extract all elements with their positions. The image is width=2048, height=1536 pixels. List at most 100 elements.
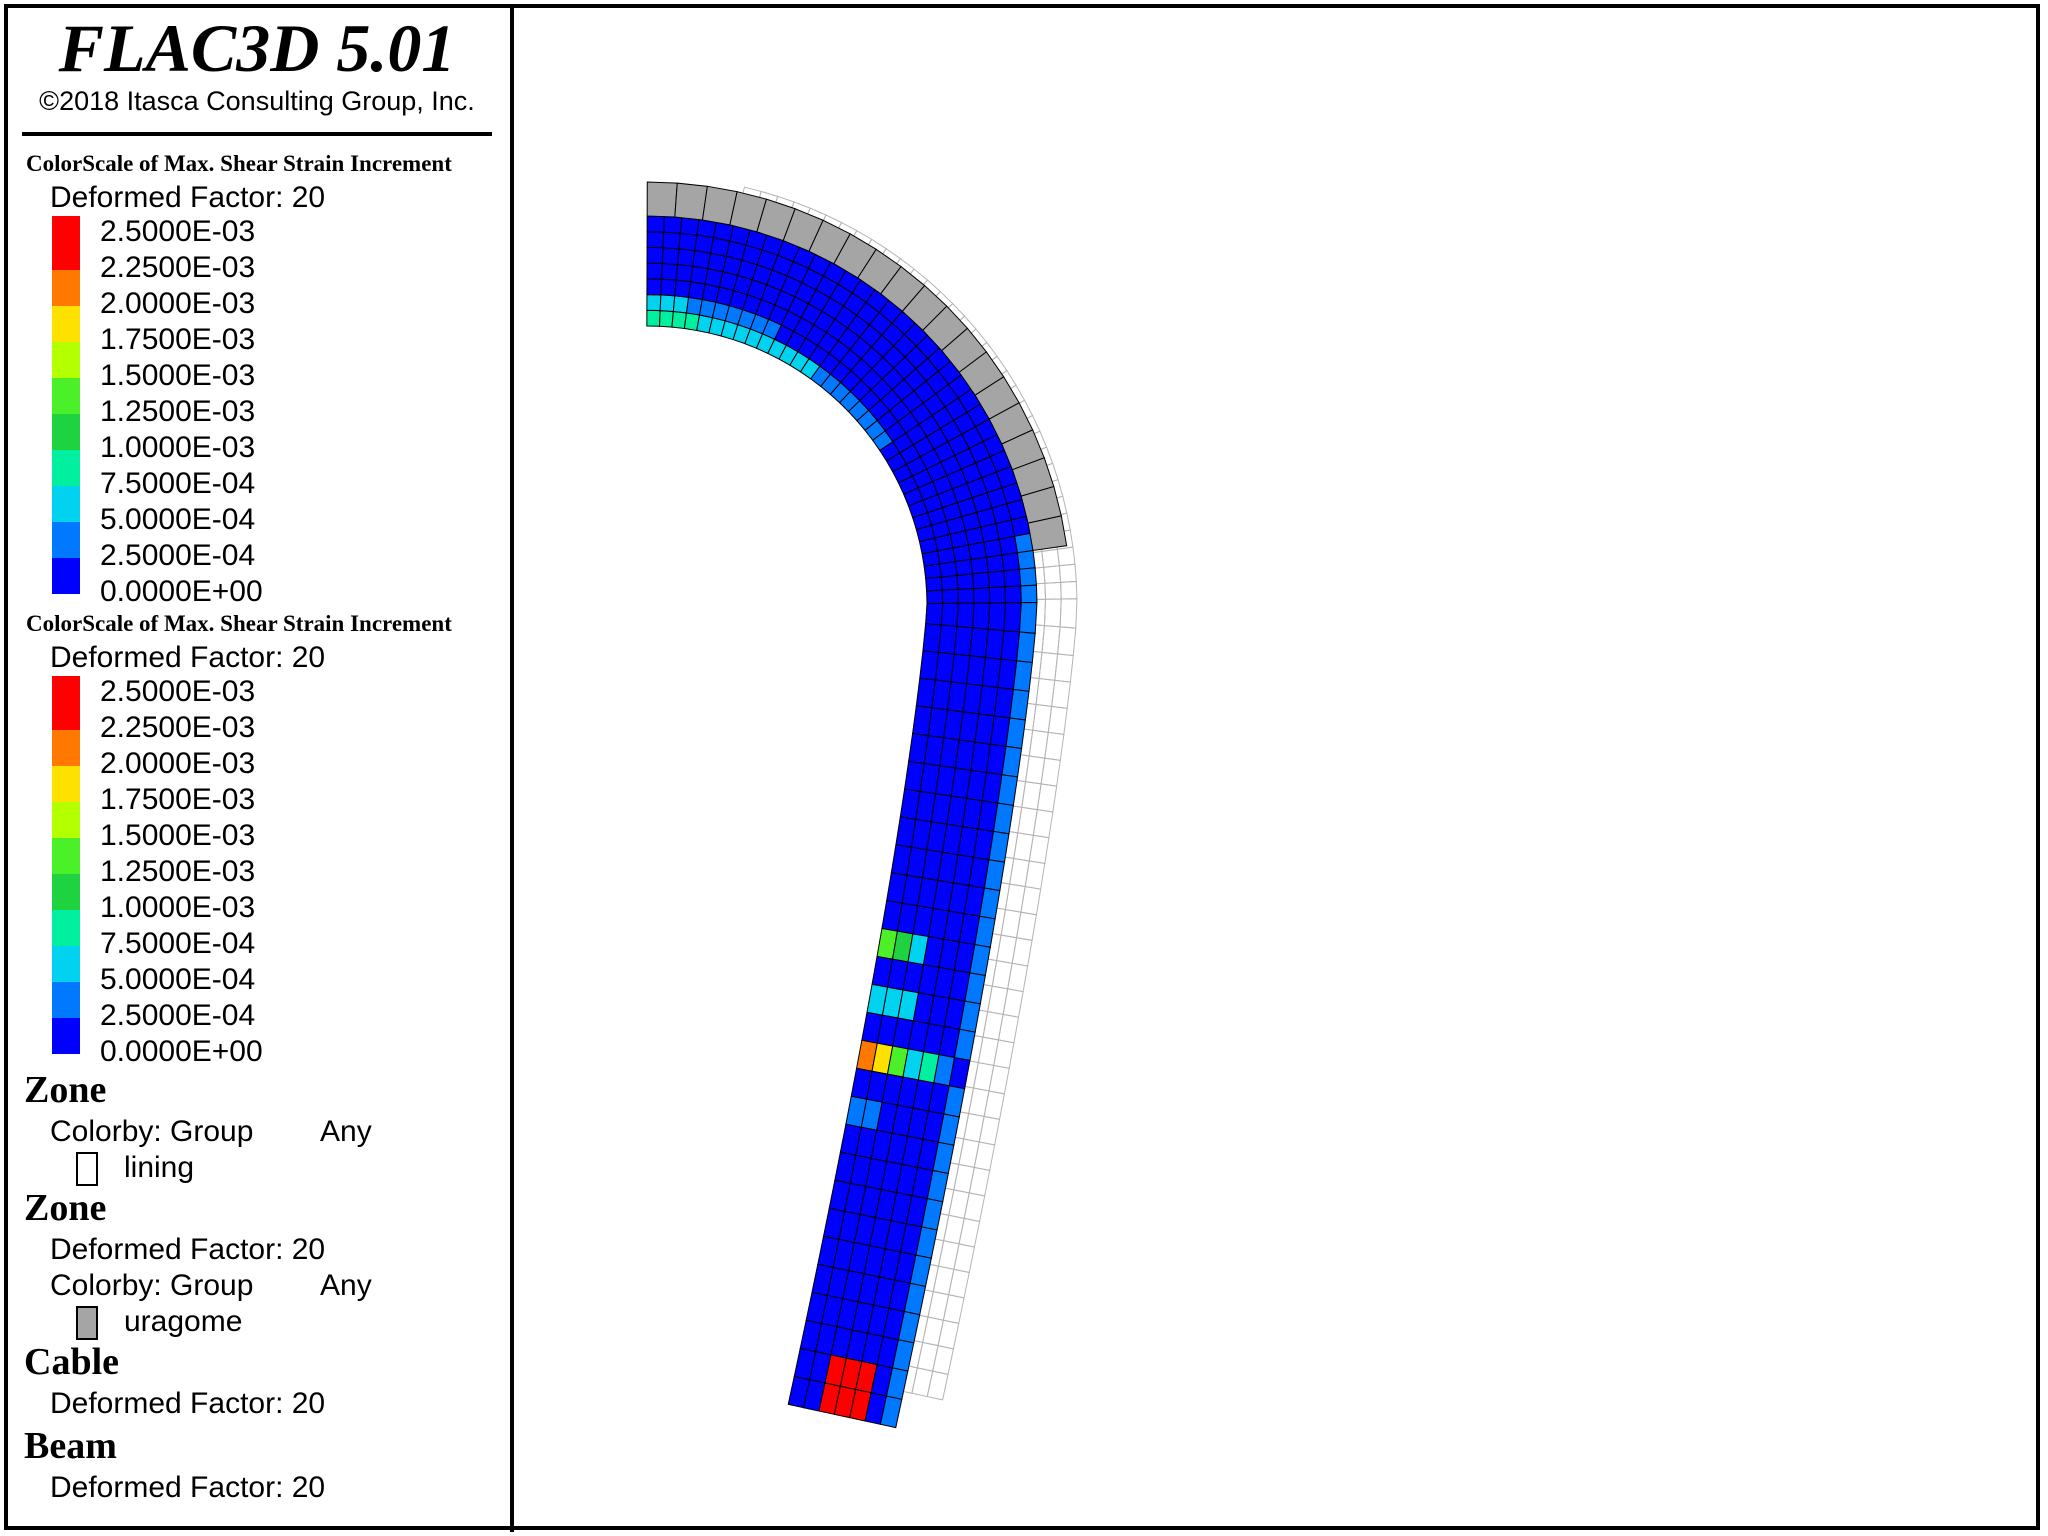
lining-zone	[939, 561, 958, 578]
lining-zone	[662, 231, 681, 250]
lining-zone	[1003, 602, 1022, 633]
lining-zone	[954, 558, 974, 577]
colorscale-value-label: 2.5000E-04	[100, 539, 256, 572]
lining-label: lining	[124, 1151, 195, 1184]
colorscale-swatch	[52, 910, 80, 946]
lining-zone	[661, 262, 679, 281]
deformed-factor-label: Deformed Factor: 20	[50, 181, 326, 214]
ghost-zone	[937, 1319, 960, 1350]
colorscale-value-label: 1.0000E-03	[100, 891, 256, 924]
lining-zone	[952, 544, 972, 563]
lining-zone	[1019, 602, 1038, 634]
ghost-zone	[982, 1011, 1004, 1041]
colorscale-value-label: 0.0000E+00	[100, 575, 263, 608]
colorscale-swatch	[52, 874, 80, 910]
colorscale-swatch	[52, 1018, 80, 1054]
ghost-zone	[1058, 563, 1077, 583]
colorscale-value-label: 1.2500E-03	[100, 855, 256, 888]
lining-zone	[663, 215, 683, 234]
uragome-zone	[646, 181, 678, 218]
uragome-zones	[646, 181, 1068, 552]
ghost-zone	[968, 1087, 990, 1118]
colorscale-swatch	[52, 676, 80, 730]
any-label: Any	[320, 1269, 372, 1302]
zone-colorby-row: Colorby: Group Any	[50, 1114, 372, 1150]
ghost-zone	[953, 1243, 976, 1274]
lining-zone	[646, 294, 662, 312]
model-view[interactable]	[514, 8, 2040, 1528]
ghost-zone	[983, 1090, 1005, 1120]
app-title: FLAC3D 5.01	[58, 10, 456, 86]
ghost-zone	[963, 1192, 986, 1223]
deformed-factor-label: Deformed Factor: 20	[50, 641, 326, 674]
colorscale-swatch	[52, 216, 80, 270]
ghost-zone	[1020, 885, 1042, 916]
ghost-zone	[1044, 731, 1065, 761]
ghost-zone	[1043, 565, 1062, 584]
lining-zone	[972, 602, 991, 630]
zone-heading: Zone	[24, 1187, 107, 1229]
cable-heading: Cable	[24, 1341, 119, 1383]
lining-zone	[926, 589, 944, 605]
lining-zone	[661, 247, 680, 266]
lining-zone	[672, 295, 690, 314]
ghost-zone	[911, 1367, 934, 1398]
lining-zone	[674, 279, 692, 298]
lining-zone	[879, 1395, 903, 1429]
ghost-zone	[968, 1166, 991, 1197]
ghost-zone	[972, 1061, 995, 1092]
lining-zone	[1012, 660, 1033, 692]
ghost-zone	[1007, 962, 1029, 993]
ghost-zone	[1041, 625, 1061, 655]
uragome-zone	[1027, 515, 1068, 552]
ghost-zone	[996, 934, 1018, 964]
ghost-zone	[1043, 598, 1062, 628]
lining-zone	[646, 231, 665, 249]
lining-zone	[956, 573, 975, 590]
lining-zone	[1003, 568, 1022, 588]
colorscale-value-label: 5.0000E-04	[100, 503, 256, 536]
lining-zone	[940, 574, 959, 591]
lining-zone	[646, 262, 663, 280]
lining-zone	[1018, 567, 1037, 587]
ghost-zone	[1000, 908, 1022, 939]
ghost-zone	[963, 1112, 985, 1143]
lining-zone	[1004, 585, 1022, 604]
colorscale-swatch	[52, 730, 80, 766]
lining-swatch	[76, 1152, 98, 1186]
lining-zone	[988, 586, 1007, 604]
ghost-zone	[948, 1189, 970, 1219]
deformed-factor-label: Deformed Factor: 20	[50, 1471, 326, 1504]
ghost-zone	[932, 1345, 955, 1375]
ghost-zone	[942, 1294, 965, 1325]
ghost-zone	[978, 1115, 1001, 1146]
colorscale-value-label: 7.5000E-04	[100, 467, 256, 500]
colorscale-swatch	[52, 946, 80, 982]
ghost-zone	[1051, 679, 1071, 709]
colorscale-swatch	[52, 766, 80, 802]
colorscale-swatch	[52, 342, 80, 378]
ghost-zone	[987, 985, 1009, 1015]
lining-zone	[1016, 631, 1036, 664]
ghost-zone	[977, 1036, 1000, 1067]
ghost-zone	[958, 1138, 980, 1169]
lining-zone	[972, 571, 990, 590]
ghost-zone	[953, 1163, 975, 1194]
lining-zone	[923, 563, 942, 580]
ghost-zone	[1057, 626, 1077, 657]
lining-zone	[956, 602, 975, 629]
lining-zone	[925, 576, 943, 592]
ghost-zone	[1002, 988, 1024, 1018]
lining-zone	[1020, 584, 1038, 604]
deformed-factor-label: Deformed Factor: 20	[50, 1387, 326, 1420]
lining-zone	[985, 554, 1005, 573]
colorscale-value-label: 5.0000E-04	[100, 963, 256, 996]
lining-zone	[987, 602, 1007, 632]
ghost-zone	[948, 1268, 970, 1299]
lining-zone	[983, 538, 1003, 558]
ghost-zone	[943, 1214, 965, 1245]
lining-zone	[1001, 552, 1021, 572]
lining-zone	[967, 541, 987, 561]
colorscale-swatch	[52, 306, 80, 342]
ghost-zone	[926, 1370, 949, 1401]
